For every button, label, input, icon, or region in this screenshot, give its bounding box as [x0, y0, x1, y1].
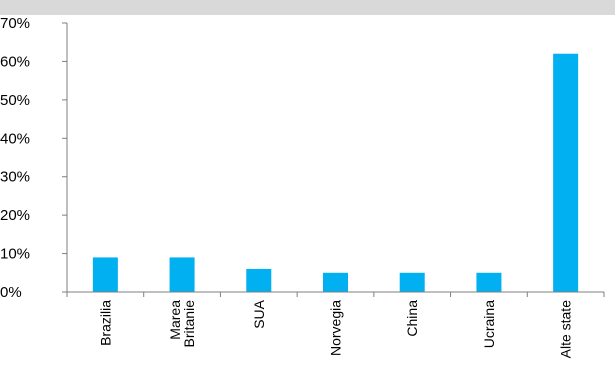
y-tick-label: 0%: [0, 284, 22, 301]
bar: [476, 272, 502, 292]
x-tick-label: Brazilia: [97, 300, 113, 346]
y-tick-label: 60%: [0, 53, 30, 70]
x-tick-label: SUA: [251, 299, 267, 328]
bar: [553, 53, 579, 292]
bar: [399, 272, 425, 292]
x-tick-label: Alte state: [558, 300, 574, 359]
bar: [169, 257, 195, 292]
x-tick-label: Norvegia: [328, 300, 344, 356]
bar: [92, 257, 118, 292]
y-tick-label: 10%: [0, 246, 30, 263]
y-tick-label: 70%: [0, 15, 30, 32]
y-tick-label: 50%: [0, 92, 30, 109]
bar: [246, 268, 272, 292]
x-tick-label: Ucraina: [481, 300, 497, 348]
x-tick-label: China: [404, 300, 420, 337]
y-tick-label: 40%: [0, 130, 30, 147]
x-tick-label: Britanie: [181, 300, 197, 348]
header-band: [0, 0, 615, 15]
x-tick-label: Marea: [167, 300, 183, 340]
y-tick-label: 30%: [0, 169, 30, 186]
y-axis-ticks: 0% 10% 20% 30% 40% 50% 60% 70%: [0, 15, 67, 301]
bar: [323, 272, 348, 292]
y-tick-label: 20%: [0, 207, 30, 224]
bars: [92, 53, 579, 292]
header-band-divider: [0, 15, 615, 17]
